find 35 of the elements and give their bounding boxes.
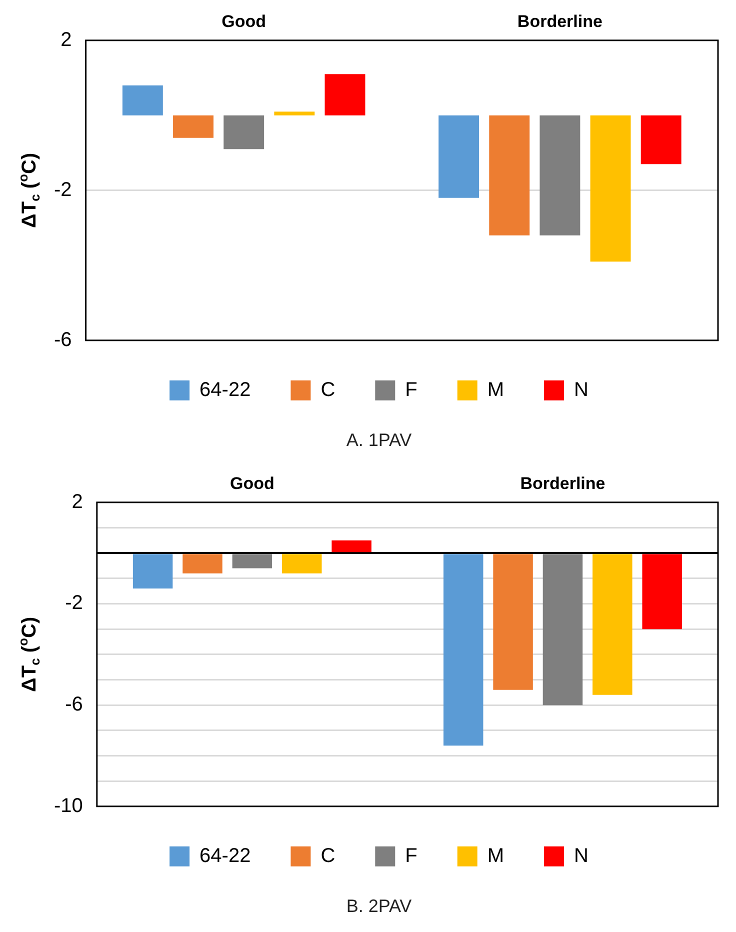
bar — [224, 115, 264, 150]
y-tick-label: -2 — [65, 592, 83, 614]
bar — [640, 115, 682, 164]
x-tick-label: Borderline — [517, 12, 602, 31]
legend-label: F — [405, 378, 418, 401]
legend-label: N — [574, 378, 588, 401]
bar — [590, 115, 631, 262]
legend-label: C — [320, 378, 336, 401]
y-axis-title: ΔTc (oC) — [16, 152, 43, 228]
y-tick-label: 2 — [72, 490, 83, 513]
y-tick-label: -6 — [65, 694, 83, 716]
legend-label: F — [405, 844, 418, 867]
x-tick-label: Good — [230, 474, 274, 493]
y-axis-title: ΔTc (oC) — [16, 616, 43, 692]
text: A. 1PAV — [346, 430, 412, 450]
bar — [173, 115, 214, 138]
x-tick-label: Borderline — [520, 474, 606, 493]
legend-label: C — [320, 844, 336, 867]
bar — [324, 74, 366, 116]
legend-label: N — [574, 844, 588, 867]
bar — [438, 115, 480, 198]
text: B. 2PAV — [346, 896, 412, 916]
bar — [489, 115, 530, 236]
legend-label: 64-22 — [200, 844, 251, 867]
y-tick-label: -10 — [54, 794, 83, 817]
y-tick-label: -6 — [54, 328, 72, 351]
y-tick-label: -2 — [54, 178, 72, 201]
x-tick-label: Good — [222, 12, 266, 31]
y-tick-label: 2 — [60, 28, 72, 51]
bar — [122, 85, 163, 116]
legend-label: M — [487, 378, 504, 401]
bar — [540, 115, 580, 236]
legend-label: 64-22 — [200, 378, 251, 401]
legend-label: M — [487, 844, 504, 867]
bar — [274, 112, 315, 116]
